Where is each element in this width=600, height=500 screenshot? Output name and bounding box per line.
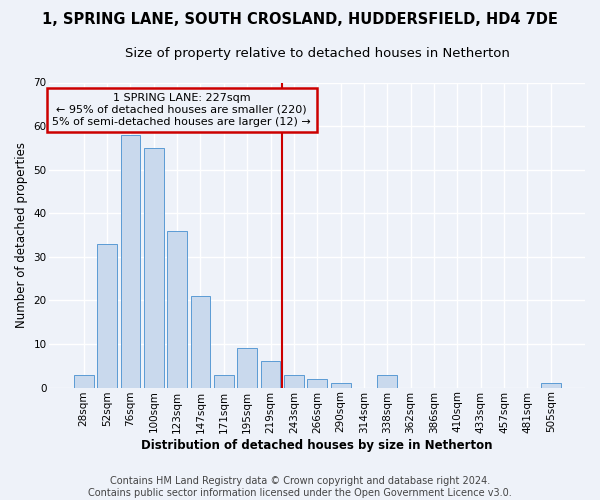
- Bar: [167, 230, 187, 388]
- Bar: [144, 148, 164, 388]
- Title: Size of property relative to detached houses in Netherton: Size of property relative to detached ho…: [125, 48, 509, 60]
- Text: 1 SPRING LANE: 227sqm
← 95% of detached houses are smaller (220)
5% of semi-deta: 1 SPRING LANE: 227sqm ← 95% of detached …: [52, 94, 311, 126]
- Bar: [121, 135, 140, 388]
- Bar: [214, 374, 234, 388]
- Bar: [377, 374, 397, 388]
- Bar: [331, 384, 350, 388]
- Bar: [541, 384, 560, 388]
- Y-axis label: Number of detached properties: Number of detached properties: [15, 142, 28, 328]
- Bar: [191, 296, 211, 388]
- Bar: [74, 374, 94, 388]
- Bar: [97, 244, 117, 388]
- Bar: [284, 374, 304, 388]
- Bar: [307, 379, 327, 388]
- X-axis label: Distribution of detached houses by size in Netherton: Distribution of detached houses by size …: [142, 440, 493, 452]
- Text: 1, SPRING LANE, SOUTH CROSLAND, HUDDERSFIELD, HD4 7DE: 1, SPRING LANE, SOUTH CROSLAND, HUDDERSF…: [42, 12, 558, 28]
- Text: Contains HM Land Registry data © Crown copyright and database right 2024.
Contai: Contains HM Land Registry data © Crown c…: [88, 476, 512, 498]
- Bar: [237, 348, 257, 388]
- Bar: [260, 362, 280, 388]
